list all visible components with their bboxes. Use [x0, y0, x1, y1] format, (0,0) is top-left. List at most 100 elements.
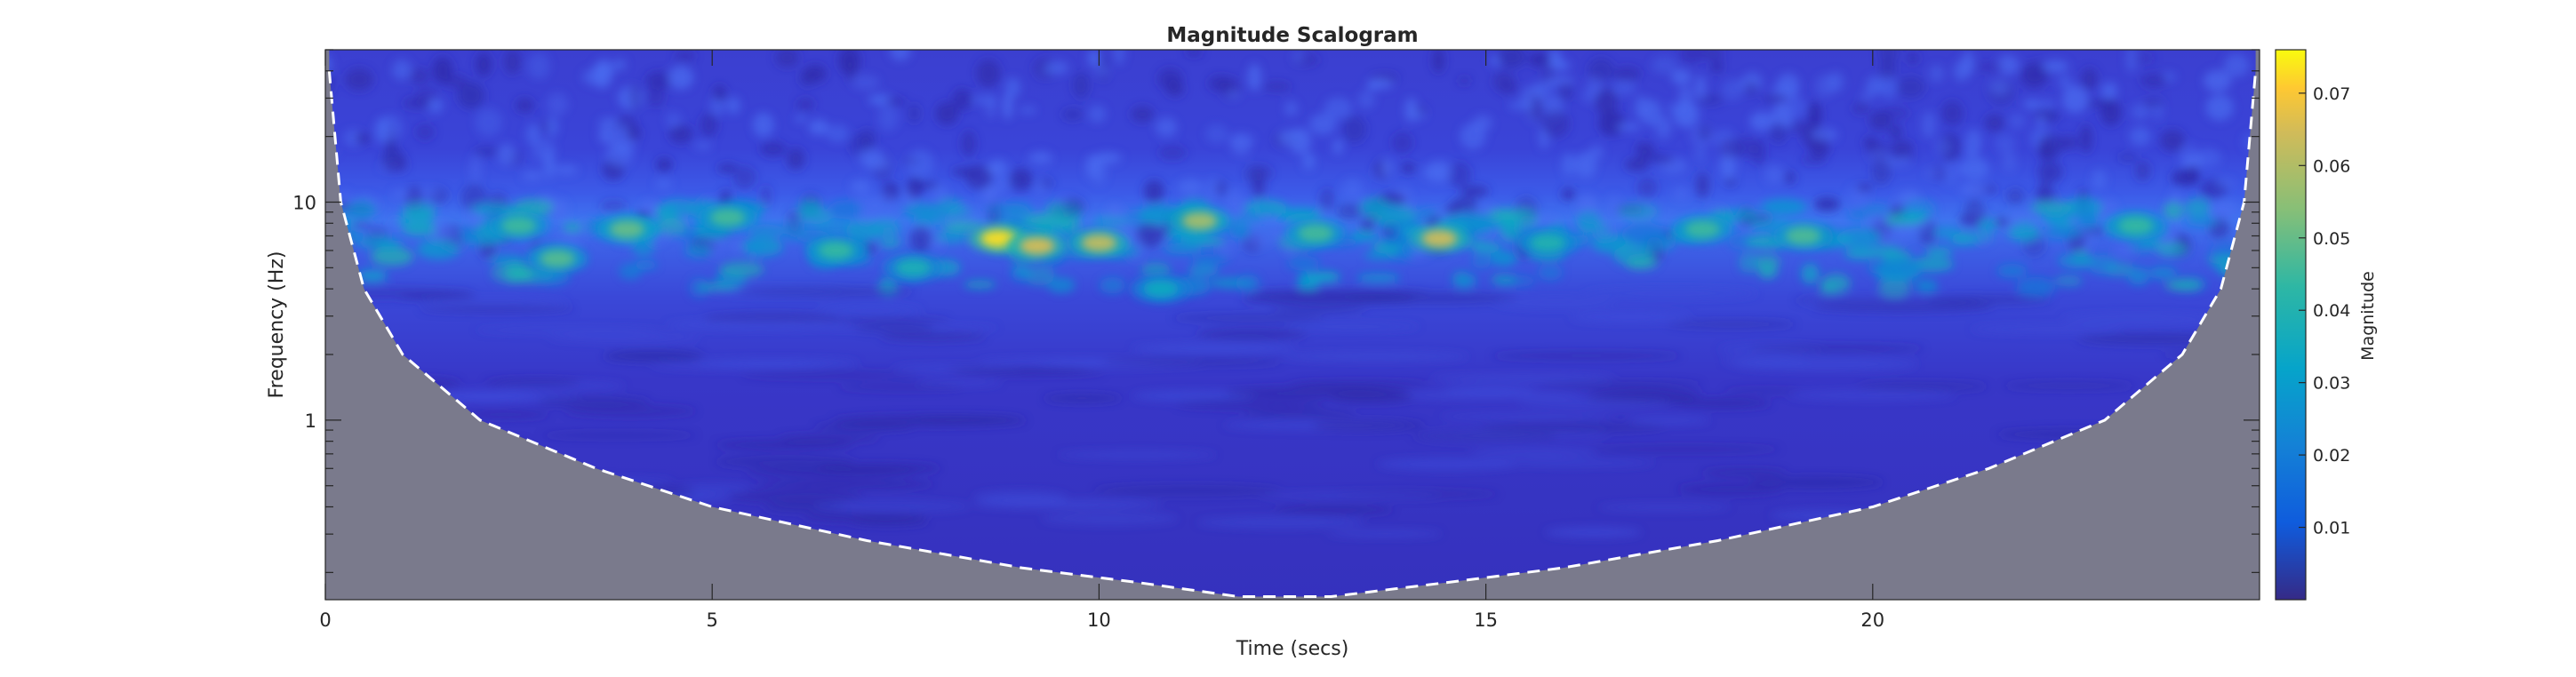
texture-speckle — [1801, 155, 1827, 164]
texture-speckle — [732, 166, 756, 189]
band-activity — [1023, 212, 1070, 227]
low-frequency-striation — [604, 350, 705, 362]
texture-speckle — [1929, 64, 1945, 83]
texture-speckle — [1588, 58, 1614, 82]
texture-speckle — [1004, 76, 1021, 99]
band-activity — [1452, 273, 1477, 289]
band-activity — [684, 243, 713, 258]
colorbar-gradient — [2275, 49, 2307, 601]
texture-speckle — [1500, 83, 1519, 95]
texture-speckle — [613, 59, 627, 71]
band-activity — [619, 263, 642, 280]
texture-speckle — [1815, 74, 1836, 98]
texture-speckle — [2160, 129, 2185, 152]
texture-speckle — [668, 66, 694, 90]
texture-speckle — [1744, 80, 1758, 97]
texture-speckle — [504, 50, 521, 75]
texture-speckle — [1878, 60, 1898, 80]
texture-speckle — [1278, 130, 1301, 147]
band-activity — [1047, 277, 1076, 293]
band-activity — [2029, 201, 2075, 214]
texture-speckle — [581, 68, 608, 86]
band-activity — [1847, 210, 1869, 220]
texture-speckle — [498, 143, 516, 166]
band-activity — [1164, 243, 1202, 254]
texture-speckle — [760, 141, 787, 157]
texture-speckle — [2061, 85, 2089, 114]
low-frequency-striation — [1597, 504, 1731, 512]
texture-speckle — [1994, 133, 2016, 155]
texture-speckle — [1534, 80, 1556, 95]
low-frequency-striation — [819, 307, 923, 314]
band-activity — [1364, 251, 1396, 260]
band-activity — [1821, 274, 1851, 293]
low-frequency-striation — [475, 327, 664, 333]
low-frequency-striation — [420, 305, 575, 313]
low-frequency-striation — [729, 490, 864, 503]
hotspot-core — [1181, 211, 1218, 230]
texture-speckle — [838, 50, 860, 75]
low-frequency-striation — [741, 370, 919, 379]
texture-speckle — [1292, 51, 1304, 64]
band-activity — [2058, 253, 2097, 268]
texture-speckle — [1215, 179, 1228, 197]
texture-speckle — [1673, 100, 1700, 128]
texture-speckle — [1693, 145, 1707, 163]
texture-speckle — [392, 60, 412, 80]
band-activity — [1490, 208, 1527, 220]
hotspot — [1285, 219, 1347, 248]
texture-speckle — [1719, 151, 1737, 180]
texture-speckle — [1092, 157, 1107, 185]
band-activity — [2043, 214, 2072, 227]
texture-speckle — [428, 98, 444, 114]
low-frequency-striation — [1788, 390, 1955, 401]
texture-speckle — [2035, 115, 2047, 126]
band-activity — [2156, 242, 2188, 257]
band-activity — [371, 247, 413, 267]
texture-speckle — [1959, 183, 1988, 195]
texture-speckle — [656, 157, 673, 172]
texture-speckle — [1598, 110, 1626, 137]
y-axis-label: Frequency (Hz) — [266, 251, 288, 399]
texture-speckle — [1984, 114, 2005, 132]
texture-speckle — [665, 112, 682, 129]
texture-speckle — [1653, 155, 1674, 164]
texture-speckle — [2036, 100, 2056, 108]
low-frequency-striation — [1057, 450, 1218, 459]
colorbar-tick-label: 0.05 — [2313, 229, 2350, 249]
band-activity — [658, 218, 687, 235]
low-frequency-striation — [1724, 387, 1802, 394]
low-frequency-striation — [973, 490, 1068, 504]
low-frequency-striation — [746, 467, 917, 477]
y-tick-label: 1 — [305, 410, 316, 432]
band-activity — [2163, 202, 2184, 220]
texture-speckle — [627, 125, 641, 141]
texture-speckle — [854, 193, 878, 222]
texture-speckle — [1899, 155, 1910, 167]
texture-speckle — [1143, 179, 1164, 203]
low-frequency-striation — [1628, 417, 1710, 424]
band-activity — [1925, 247, 1954, 257]
band-activity — [797, 200, 823, 217]
band-activity — [338, 204, 378, 218]
texture-speckle — [1860, 90, 1874, 102]
texture-speckle — [1924, 168, 1939, 177]
low-frequency-striation — [1516, 397, 1671, 410]
band-activity — [1244, 200, 1288, 216]
hotspot-core — [609, 220, 645, 239]
low-frequency-striation — [540, 432, 697, 438]
low-frequency-striation — [854, 323, 934, 333]
texture-speckle — [2140, 73, 2167, 88]
texture-speckle — [1624, 157, 1650, 171]
low-frequency-striation — [1479, 422, 1666, 433]
texture-speckle — [1635, 142, 1654, 154]
low-frequency-striation — [945, 366, 1089, 373]
band-activity — [1934, 226, 1960, 239]
texture-speckle — [693, 141, 713, 150]
band-activity — [944, 221, 983, 232]
texture-speckle — [1769, 122, 1788, 144]
low-frequency-striation — [851, 518, 928, 526]
texture-speckle — [1044, 60, 1069, 75]
texture-speckle — [1788, 96, 1806, 118]
